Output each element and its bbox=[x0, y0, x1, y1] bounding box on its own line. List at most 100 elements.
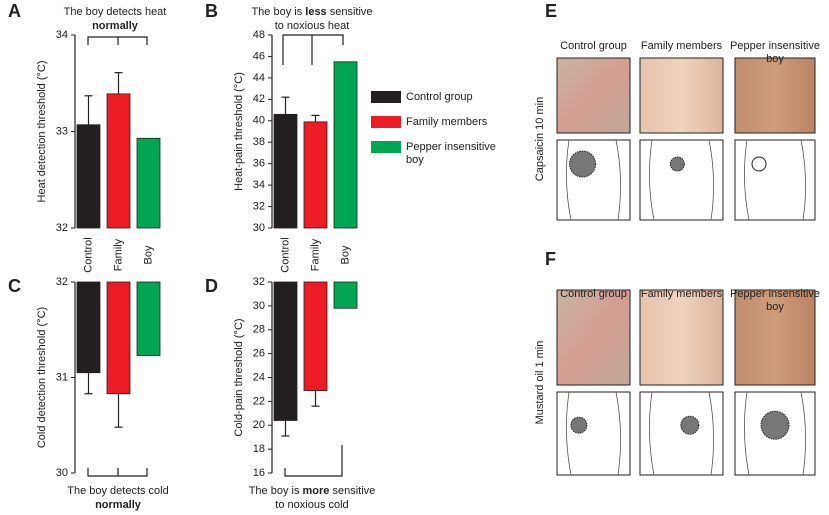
y-axis-title: Cold detection threshold (°C) bbox=[36, 307, 48, 448]
x-tick-label: Boy bbox=[142, 245, 154, 264]
annotation: The boy detects heat bbox=[64, 6, 167, 18]
y-tick-label: 46 bbox=[253, 50, 265, 62]
drawing bbox=[639, 139, 724, 221]
legend-label: Family members bbox=[406, 116, 488, 128]
annotation-part: The boy detects heat bbox=[64, 6, 167, 18]
annotation: normally bbox=[95, 499, 142, 511]
leg-outline bbox=[649, 139, 714, 221]
leg-outline bbox=[744, 391, 806, 476]
panel-letter: E bbox=[545, 1, 557, 21]
reaction-area bbox=[570, 416, 588, 434]
photo bbox=[639, 57, 724, 134]
column-header: Family members bbox=[640, 288, 723, 300]
reaction-area bbox=[751, 156, 767, 172]
annotation-part: normally bbox=[95, 499, 142, 511]
row-label: Mustard oil 1 min bbox=[534, 341, 546, 425]
annotation: normally bbox=[92, 20, 139, 32]
y-tick-label: 30 bbox=[253, 222, 265, 234]
y-tick-label: 18 bbox=[253, 443, 265, 455]
legend-swatch bbox=[371, 116, 401, 128]
y-tick-label: 20 bbox=[253, 419, 265, 431]
reaction-area bbox=[669, 156, 685, 172]
x-tick-label: Control bbox=[82, 237, 94, 272]
bar bbox=[333, 281, 358, 309]
y-axis-title: Heat-pain threshold (°C) bbox=[233, 72, 245, 191]
annotation: The boy detects cold bbox=[67, 485, 169, 497]
x-tick-label: Control bbox=[279, 237, 291, 272]
photo bbox=[734, 57, 816, 134]
legend-swatch bbox=[371, 91, 401, 103]
annotation-part: sensitive bbox=[327, 6, 373, 18]
y-tick-label: 33 bbox=[56, 125, 68, 137]
y-tick-label: 42 bbox=[253, 93, 265, 105]
y-tick-label: 38 bbox=[253, 136, 265, 148]
bar bbox=[303, 281, 328, 392]
legend-swatch bbox=[371, 141, 401, 153]
y-tick-label: 48 bbox=[253, 29, 265, 41]
legend-label: Pepper insensitive boy bbox=[406, 141, 496, 166]
y-tick-label: 28 bbox=[253, 324, 265, 336]
y-tick-label: 26 bbox=[253, 348, 265, 360]
y-tick-label: 30 bbox=[56, 467, 68, 479]
bar bbox=[136, 281, 161, 356]
leg-outline bbox=[566, 139, 621, 221]
bar bbox=[76, 124, 101, 229]
annotation-part: normally bbox=[92, 20, 139, 32]
column-header: Control group bbox=[560, 40, 627, 52]
y-tick-label: 44 bbox=[253, 72, 265, 84]
row-label: Capsaicin 10 min bbox=[534, 97, 546, 181]
panel-letter: C bbox=[8, 276, 21, 296]
y-tick-label: 32 bbox=[253, 200, 265, 212]
y-tick-label: 24 bbox=[253, 371, 265, 383]
bar bbox=[273, 281, 298, 421]
y-tick-label: 16 bbox=[253, 467, 265, 479]
drawing bbox=[556, 391, 631, 476]
drawing bbox=[639, 391, 724, 476]
leg-outline bbox=[649, 391, 714, 476]
y-tick-label: 32 bbox=[56, 276, 68, 288]
drawing bbox=[734, 139, 816, 221]
reaction-area bbox=[569, 150, 597, 178]
x-tick-label: Family bbox=[112, 238, 124, 271]
leg-outline bbox=[744, 139, 806, 221]
bar bbox=[106, 93, 131, 229]
panel-letter: A bbox=[8, 1, 21, 21]
bar bbox=[303, 121, 328, 229]
photo bbox=[556, 57, 631, 134]
legend-label: Control group bbox=[406, 91, 473, 103]
annotation: The boy is less sensitive bbox=[251, 6, 372, 18]
bar bbox=[106, 281, 131, 395]
reaction-area bbox=[760, 410, 790, 440]
leg-outline bbox=[566, 391, 621, 476]
annotation: to noxious cold bbox=[275, 499, 348, 511]
annotation-part: less bbox=[305, 6, 326, 18]
y-tick-label: 31 bbox=[56, 371, 68, 383]
photo bbox=[639, 289, 724, 386]
annotation: to noxious heat bbox=[275, 20, 350, 32]
photo bbox=[734, 289, 816, 386]
y-tick-label: 32 bbox=[56, 222, 68, 234]
x-tick-label: Family bbox=[309, 238, 321, 271]
y-tick-label: 32 bbox=[253, 276, 265, 288]
panel-letter: D bbox=[205, 276, 218, 296]
y-tick-label: 34 bbox=[253, 179, 265, 191]
column-header: Pepper insensitive boy bbox=[730, 288, 820, 313]
y-tick-label: 40 bbox=[253, 115, 265, 127]
bar bbox=[273, 113, 298, 229]
annotation-part: more bbox=[303, 485, 330, 497]
annotation-part: sensitive bbox=[329, 485, 375, 497]
y-tick-label: 34 bbox=[56, 29, 68, 41]
photo bbox=[556, 289, 631, 386]
brackets bbox=[87, 34, 344, 477]
reaction-area bbox=[680, 415, 700, 435]
panel-letter: F bbox=[545, 249, 556, 269]
bar bbox=[333, 61, 358, 229]
x-tick-label: Boy bbox=[339, 245, 351, 264]
drawing bbox=[556, 139, 631, 221]
annotation-part: to noxious heat bbox=[275, 20, 350, 32]
panel-letter: B bbox=[205, 1, 218, 21]
annotation-part: The boy is bbox=[249, 485, 303, 497]
y-tick-label: 36 bbox=[253, 158, 265, 170]
y-axis-title: Cold-pain threshold (°C) bbox=[233, 318, 245, 436]
